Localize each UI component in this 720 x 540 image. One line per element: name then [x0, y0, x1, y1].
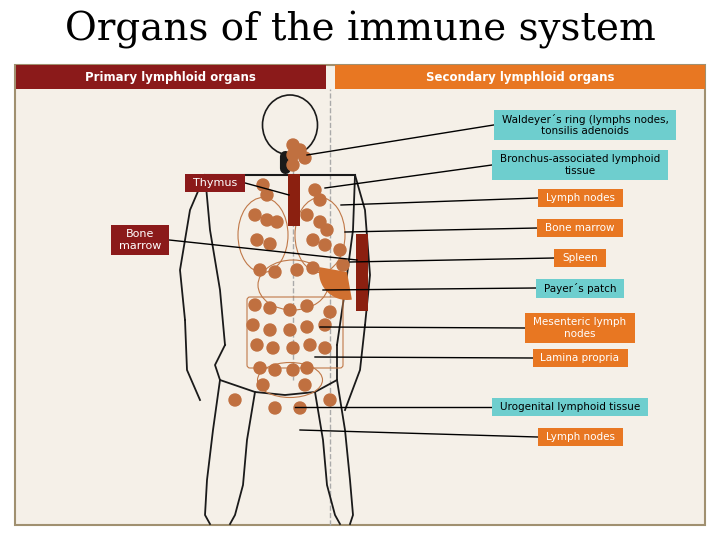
- FancyBboxPatch shape: [356, 234, 368, 311]
- Text: Mesenteric lymph
nodes: Mesenteric lymph nodes: [534, 317, 626, 339]
- Circle shape: [261, 214, 273, 226]
- Circle shape: [309, 184, 321, 196]
- Circle shape: [307, 262, 319, 274]
- Circle shape: [301, 362, 313, 374]
- Text: Secondary lymphloid organs: Secondary lymphloid organs: [426, 71, 614, 84]
- Circle shape: [301, 300, 313, 312]
- FancyBboxPatch shape: [536, 279, 624, 298]
- Circle shape: [269, 266, 281, 278]
- Circle shape: [301, 209, 313, 221]
- Circle shape: [261, 189, 273, 201]
- Text: Waldeyer´s ring (lymphs nodes,
tonsilis adenoids: Waldeyer´s ring (lymphs nodes, tonsilis …: [502, 114, 668, 136]
- Circle shape: [334, 244, 346, 256]
- FancyBboxPatch shape: [494, 110, 676, 140]
- Circle shape: [299, 379, 311, 391]
- Circle shape: [287, 342, 299, 354]
- Text: Bone
marrow: Bone marrow: [119, 229, 161, 251]
- Circle shape: [304, 339, 316, 351]
- Circle shape: [287, 139, 299, 151]
- Text: Primary lymphloid organs: Primary lymphloid organs: [84, 71, 256, 84]
- FancyBboxPatch shape: [15, 65, 705, 525]
- Circle shape: [249, 209, 261, 221]
- FancyBboxPatch shape: [554, 249, 606, 267]
- Text: Organs of the immune system: Organs of the immune system: [65, 11, 655, 49]
- Text: Spleen: Spleen: [562, 253, 598, 263]
- Text: Lymph nodes: Lymph nodes: [546, 193, 614, 203]
- FancyBboxPatch shape: [537, 219, 623, 237]
- Text: Urogenital lymphoid tissue: Urogenital lymphoid tissue: [500, 402, 640, 412]
- Circle shape: [324, 306, 336, 318]
- Circle shape: [251, 339, 263, 351]
- Circle shape: [257, 379, 269, 391]
- FancyBboxPatch shape: [538, 189, 623, 207]
- Circle shape: [264, 324, 276, 336]
- Circle shape: [307, 234, 319, 246]
- Circle shape: [319, 319, 331, 331]
- FancyBboxPatch shape: [185, 174, 245, 192]
- Circle shape: [319, 342, 331, 354]
- Circle shape: [301, 321, 313, 333]
- Circle shape: [254, 264, 266, 276]
- Circle shape: [284, 324, 296, 336]
- Circle shape: [271, 216, 283, 228]
- Circle shape: [287, 149, 299, 161]
- Circle shape: [294, 402, 306, 414]
- FancyBboxPatch shape: [533, 349, 628, 367]
- Circle shape: [319, 239, 331, 251]
- Circle shape: [284, 304, 296, 316]
- FancyBboxPatch shape: [335, 65, 705, 89]
- Circle shape: [314, 194, 326, 206]
- Circle shape: [287, 159, 299, 171]
- Text: Bone marrow: Bone marrow: [545, 223, 615, 233]
- Circle shape: [269, 402, 281, 414]
- Text: Thymus: Thymus: [193, 178, 237, 188]
- FancyBboxPatch shape: [492, 398, 648, 416]
- Circle shape: [337, 259, 349, 271]
- Circle shape: [251, 234, 263, 246]
- Circle shape: [299, 152, 311, 164]
- FancyBboxPatch shape: [16, 65, 326, 89]
- Circle shape: [321, 224, 333, 236]
- FancyBboxPatch shape: [538, 428, 623, 446]
- Circle shape: [294, 144, 306, 156]
- Text: Bronchus-associated lymphoid
tissue: Bronchus-associated lymphoid tissue: [500, 154, 660, 176]
- Circle shape: [229, 394, 241, 406]
- Circle shape: [254, 362, 266, 374]
- Circle shape: [264, 302, 276, 314]
- Circle shape: [269, 364, 281, 376]
- Circle shape: [264, 238, 276, 250]
- Circle shape: [324, 394, 336, 406]
- Circle shape: [291, 264, 303, 276]
- Circle shape: [249, 299, 261, 311]
- Text: Lymph nodes: Lymph nodes: [546, 432, 614, 442]
- Text: Payer´s patch: Payer´s patch: [544, 282, 616, 294]
- Circle shape: [287, 364, 299, 376]
- Circle shape: [314, 216, 326, 228]
- FancyBboxPatch shape: [288, 174, 300, 226]
- Wedge shape: [319, 267, 352, 300]
- FancyBboxPatch shape: [111, 225, 169, 255]
- FancyBboxPatch shape: [526, 313, 634, 343]
- Circle shape: [247, 319, 259, 331]
- Circle shape: [267, 342, 279, 354]
- FancyBboxPatch shape: [492, 150, 668, 180]
- Text: Lamina propria: Lamina propria: [541, 353, 619, 363]
- Circle shape: [257, 179, 269, 191]
